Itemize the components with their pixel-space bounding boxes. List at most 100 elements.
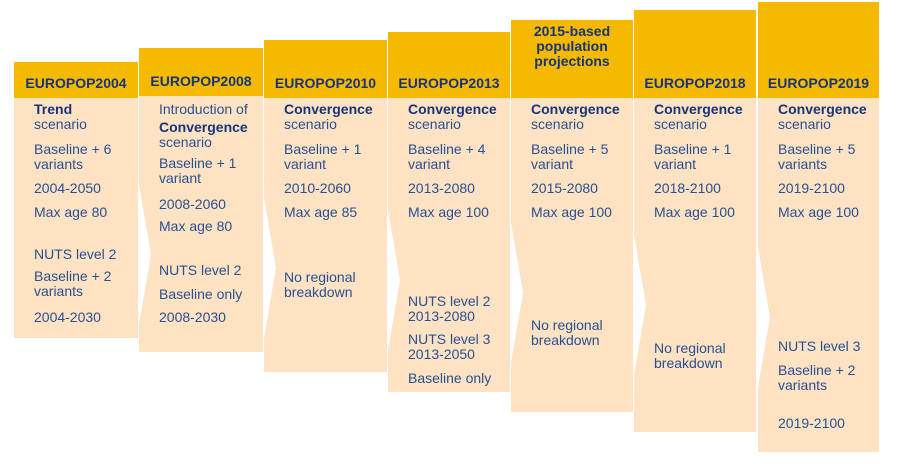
column-7: EUROPOP2019 Convergence scenario Baseline +… <box>758 0 879 464</box>
item-text: Baseline + 1 <box>159 155 237 171</box>
item-text: scenario <box>284 116 337 132</box>
header-text: EUROPOP2019 <box>767 75 870 91</box>
column-item-text: No regional <box>654 341 752 356</box>
column-item-text: scenario <box>408 117 506 132</box>
column-body: Convergence scenario Baseline + 5 variant 20… <box>511 98 633 412</box>
column-item-text: scenario <box>284 117 383 132</box>
column-item-text: Baseline + 1 <box>654 142 752 157</box>
column-item-text: Baseline + 1 <box>284 142 383 157</box>
item-text: 2018-2100 <box>654 180 721 196</box>
item-text: Max age 80 <box>34 204 108 220</box>
notch-shape <box>511 222 523 363</box>
column-header: EUROPOP2013 <box>388 32 510 98</box>
item-text: breakdown <box>284 284 353 300</box>
scenario-name: Convergence <box>531 101 620 117</box>
scenario-name: Convergence <box>654 101 743 117</box>
column-item-text: NUTS level 2 <box>408 294 506 309</box>
column-item-text: Baseline + 6 <box>34 142 134 157</box>
notch-shape <box>388 210 400 351</box>
item-text: Max age 100 <box>654 204 735 220</box>
column-header: EUROPOP2019 <box>758 2 879 98</box>
column-header: EUROPOP2008 <box>139 48 263 96</box>
column-item-text: 2008-2030 <box>159 310 259 325</box>
column-1: EUROPOP2004 Trend scenario Baseline + 6 vari… <box>14 0 138 464</box>
item-text: NUTS level 2 <box>159 262 242 278</box>
column-item-text: Baseline + 5 <box>531 142 629 157</box>
item-text: Max age 100 <box>531 204 612 220</box>
scenario-name: Convergence <box>408 101 497 117</box>
column-item-text: variant <box>408 157 506 172</box>
scenario-name: Trend <box>34 101 73 117</box>
column-body: Convergence scenario Baseline + 5 variants 2… <box>758 98 879 452</box>
item-text: variants <box>778 156 828 172</box>
column-item-text: Max age 100 <box>778 205 875 220</box>
column-item-text: 2019-2100 <box>778 416 875 431</box>
column-item-text: variants <box>34 157 134 172</box>
item-text: variant <box>531 156 574 172</box>
column-item-text: Convergence <box>654 102 752 117</box>
header-text: population <box>536 38 608 54</box>
scenario-name: Convergence <box>284 101 373 117</box>
column-item-text: Baseline + 2 <box>778 363 875 378</box>
column-item-text: Max age 100 <box>654 205 752 220</box>
header-text: EUROPOP2013 <box>398 75 500 91</box>
header-text: EUROPOP2010 <box>274 75 377 91</box>
notch-shape <box>264 197 276 338</box>
header-text: EUROPOP2004 <box>25 75 127 91</box>
column-item-text: 2018-2100 <box>654 181 752 196</box>
column-item-text: 2013-2050 <box>408 347 506 362</box>
column-item-text: 2004-2030 <box>34 310 134 325</box>
item-text: Baseline only <box>408 370 492 386</box>
item-text: No regional <box>654 340 726 356</box>
chevron-notch <box>634 235 646 376</box>
item-text: Max age 85 <box>284 204 358 220</box>
item-text: Baseline + 5 <box>531 141 609 157</box>
header-text: 2015-based <box>533 23 611 39</box>
column-item-text: scenario <box>34 117 134 132</box>
column-body: Trend scenario Baseline + 6 variants 2004-20… <box>14 98 138 338</box>
column-item-text: Convergence <box>531 102 629 117</box>
column-item-text: Baseline only <box>159 287 259 302</box>
item-text: 2008-2030 <box>159 309 226 325</box>
column-item-text: 2010-2060 <box>284 181 383 196</box>
column-item-text: NUTS level 2 <box>34 247 134 262</box>
column-item-text: 2008-2060 <box>159 197 259 212</box>
column-header: EUROPOP2010 <box>264 40 387 98</box>
item-text: Baseline + 1 <box>654 141 732 157</box>
column-item-text: breakdown <box>531 333 629 348</box>
item-text: 2004-2030 <box>34 309 101 325</box>
item-text: variants <box>34 283 84 299</box>
notch-shape <box>634 235 646 376</box>
item-text: 2013-2050 <box>408 346 475 362</box>
column-item-text: variants <box>34 284 134 299</box>
column-item-text: variants <box>778 378 875 393</box>
item-text: variant <box>159 170 202 186</box>
column-item-text: Max age 85 <box>284 205 383 220</box>
item-text: NUTS level 3 <box>778 338 861 354</box>
column-item-text: Max age 80 <box>34 205 134 220</box>
chevron-notch <box>264 197 276 338</box>
column-4: EUROPOP2013 Convergence scenario Baseline +… <box>388 0 510 464</box>
column-item-text: variant <box>654 157 752 172</box>
column-item-text: NUTS level 3 <box>408 332 506 347</box>
column-item-text: Trend <box>34 102 134 117</box>
column-item-text: Baseline + 4 <box>408 142 506 157</box>
item-text: 2013-2080 <box>408 180 475 196</box>
item-text: Baseline + 5 <box>778 141 856 157</box>
column-item-text: Max age 100 <box>408 205 506 220</box>
column-item-text: 2004-2050 <box>34 181 134 196</box>
column-item-text: NUTS level 2 <box>159 263 259 278</box>
column-item-text: Baseline + 1 <box>159 156 259 171</box>
item-text: 2019-2100 <box>778 415 845 431</box>
column-item-text: 2019-2100 <box>778 181 875 196</box>
item-text: scenario <box>159 134 212 150</box>
item-text: variants <box>34 156 84 172</box>
column-item-text: breakdown <box>654 356 752 371</box>
column-item-text: scenario <box>654 117 752 132</box>
column-header: EUROPOP2018 <box>634 10 756 98</box>
column-item-text: variants <box>778 157 875 172</box>
item-text: 2015-2080 <box>531 180 598 196</box>
column-item-text: scenario <box>778 117 875 132</box>
header-text: projections <box>534 53 610 69</box>
item-text: scenario <box>408 116 461 132</box>
